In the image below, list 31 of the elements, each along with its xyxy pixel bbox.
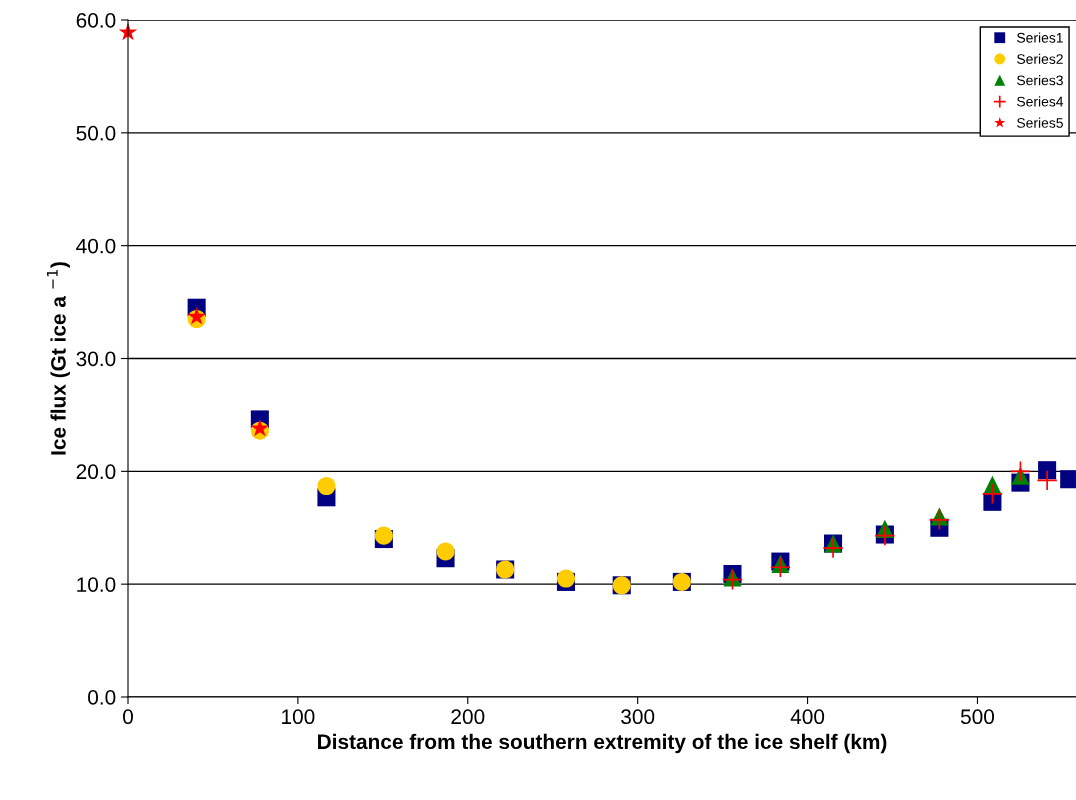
legend-label: Series1 xyxy=(1017,32,1063,43)
y-tick-label: 20.0 xyxy=(76,464,116,480)
y-tick-label: 30.0 xyxy=(76,351,116,367)
point xyxy=(317,476,336,496)
point xyxy=(769,556,791,578)
point xyxy=(928,509,950,531)
y-tick-label: 60.0 xyxy=(76,13,116,28)
x-tick-label: 0 xyxy=(123,709,133,725)
y-tick-label: 40.0 xyxy=(76,238,116,254)
legend-label: Series3 xyxy=(1017,75,1063,86)
point xyxy=(436,542,455,561)
point xyxy=(1009,460,1032,482)
y-tick-label: 50.0 xyxy=(76,125,116,141)
legend-label: Series2 xyxy=(1017,53,1063,64)
point xyxy=(374,526,393,545)
legend-label: Series5 xyxy=(1017,117,1063,128)
y-tick-label: 0.0 xyxy=(88,690,116,705)
point xyxy=(1036,469,1058,491)
legend-label: Series4 xyxy=(1017,96,1064,107)
x-tick-label: 200 xyxy=(451,709,485,725)
point xyxy=(822,537,844,559)
y-tick-label: 10.0 xyxy=(77,577,116,592)
x-tick-label: 500 xyxy=(960,709,995,725)
y-axis-title: Ice flux (Gt ice a $^{−1}$) xyxy=(46,262,70,455)
x-tick-label: 400 xyxy=(790,709,825,725)
x-axis-title: Distance from the southern extremity of the ice shelf (km) xyxy=(318,733,887,754)
x-tick-label: 300 xyxy=(621,709,655,725)
point xyxy=(187,307,206,325)
point xyxy=(981,483,1003,505)
point xyxy=(1038,461,1057,480)
x-tick-label: 100 xyxy=(282,709,315,725)
